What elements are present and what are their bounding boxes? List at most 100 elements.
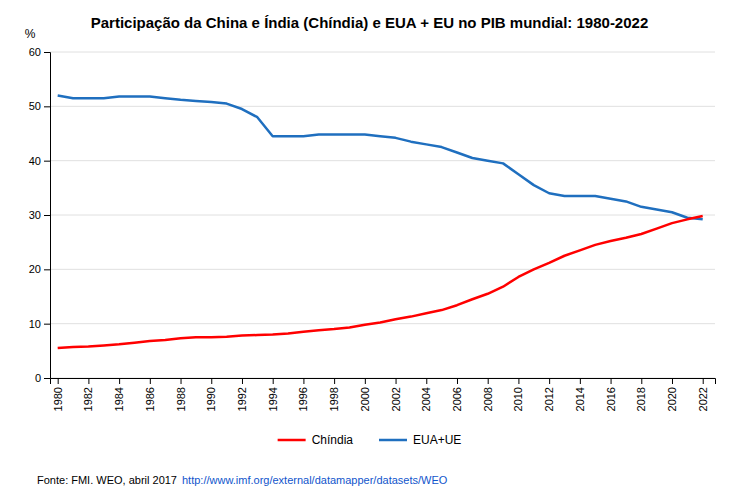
tick-label: 2022 — [697, 387, 709, 411]
x-tick: 2004 — [420, 378, 432, 411]
x-tick: 2000 — [359, 378, 371, 411]
tick-mark — [518, 378, 519, 384]
tick-mark — [119, 378, 120, 384]
tick-mark — [703, 378, 704, 384]
tick-mark — [488, 378, 489, 384]
tick-label: 1994 — [267, 387, 279, 411]
x-tick: 2010 — [512, 378, 524, 411]
legend: Chíndia EUA+UE — [278, 433, 462, 447]
x-tick: 2016 — [605, 378, 617, 411]
x-tick: 1992 — [236, 378, 248, 411]
axis-title: % — [25, 27, 36, 41]
x-tick: 1996 — [297, 378, 309, 411]
tick-label: 1988 — [175, 387, 187, 411]
tick-mark — [641, 378, 642, 384]
tick-mark — [426, 378, 427, 384]
y-tick: 30 — [29, 209, 50, 221]
tick-mark — [44, 324, 50, 325]
tick-mark — [242, 378, 243, 384]
tick-mark — [396, 378, 397, 384]
tick-label: 30 — [29, 209, 41, 221]
axis-line — [44, 53, 51, 379]
tick-label: 1984 — [113, 387, 125, 411]
tick-label: 10 — [29, 318, 41, 330]
tick-label: 1982 — [82, 387, 94, 411]
x-tick: 1994 — [267, 378, 279, 411]
tick-mark — [44, 52, 50, 53]
y-tick: 10 — [29, 318, 50, 330]
x-tick: 1988 — [175, 378, 187, 411]
y-tick: 60 — [29, 46, 50, 58]
x-tick: 2022 — [697, 378, 709, 411]
y-tick: 50 — [29, 100, 50, 112]
tick-label: 1998 — [328, 387, 340, 411]
tick-mark — [211, 378, 212, 384]
tick-mark — [457, 378, 458, 384]
x-tick: 1998 — [328, 378, 340, 411]
tick-mark — [580, 378, 581, 384]
tick-label: 20 — [29, 263, 41, 275]
grid-line — [50, 52, 715, 53]
tick-label: 0 — [35, 372, 41, 384]
tick-label: 2020 — [666, 387, 678, 411]
x-tick: 2008 — [482, 378, 494, 411]
tick-mark — [44, 106, 50, 107]
axis-line — [51, 379, 716, 385]
y-tick: 0 — [35, 372, 50, 384]
tick-label: 2010 — [512, 387, 524, 411]
x-axis: 1980 1982 1984 1986 1988 1990 1992 1994 1996 1998… — [51, 378, 716, 411]
grid-line — [50, 160, 715, 161]
x-tick: 2014 — [574, 378, 586, 411]
legend-item: EUA+UE — [379, 433, 461, 447]
x-tick: 2002 — [390, 378, 402, 411]
legend-swatch — [379, 439, 407, 442]
grid-line — [50, 215, 715, 216]
annotation: http://www.imf.org/external/datamapper/d… — [182, 474, 448, 486]
tick-mark — [58, 378, 59, 384]
tick-label: 1990 — [205, 387, 217, 411]
chart: Participação da China e Índia (Chíndia) … — [0, 0, 739, 496]
title: Participação da China e Índia (Chíndia) … — [91, 14, 649, 31]
annotation: Fonte: FMI. WEO, abril 2017 — [37, 474, 177, 486]
grid-line — [50, 269, 715, 270]
plot-area — [58, 95, 703, 348]
x-tick: 2018 — [635, 378, 647, 411]
tick-mark — [44, 269, 50, 270]
tick-label: 2008 — [482, 387, 494, 411]
tick-label: 60 — [29, 46, 41, 58]
tick-label: 2018 — [635, 387, 647, 411]
tick-label: 2002 — [390, 387, 402, 411]
tick-mark — [181, 378, 182, 384]
x-tick: 1982 — [82, 378, 94, 411]
tick-label: 2012 — [543, 387, 555, 411]
tick-label: 1996 — [297, 387, 309, 411]
series-line — [58, 95, 703, 219]
legend-item: Chíndia — [278, 433, 354, 447]
legend-swatch — [278, 439, 306, 442]
tick-label: 2014 — [574, 387, 586, 411]
y-tick: 20 — [29, 263, 50, 275]
tick-label: 40 — [29, 155, 41, 167]
x-tick: 2012 — [543, 378, 555, 411]
tick-label: 1980 — [52, 387, 64, 411]
legend-label: Chíndia — [312, 433, 354, 447]
tick-label: 50 — [29, 100, 41, 112]
tick-mark — [611, 378, 612, 384]
tick-label: 2000 — [359, 387, 371, 411]
tick-mark — [549, 378, 550, 384]
tick-mark — [150, 378, 151, 384]
y-tick: 40 — [29, 155, 50, 167]
tick-mark — [88, 378, 89, 384]
tick-mark — [44, 161, 50, 162]
x-tick: 2020 — [666, 378, 678, 411]
tick-label: 1992 — [236, 387, 248, 411]
y-axis: 0 10 20 30 40 50 60 — [29, 46, 51, 384]
x-tick: 1984 — [113, 378, 125, 411]
tick-label: 1986 — [144, 387, 156, 411]
grid-line — [50, 106, 715, 107]
x-tick: 2006 — [451, 378, 463, 411]
tick-mark — [303, 378, 304, 384]
series-line — [58, 216, 703, 348]
tick-label: 2004 — [420, 387, 432, 411]
tick-mark — [44, 215, 50, 216]
